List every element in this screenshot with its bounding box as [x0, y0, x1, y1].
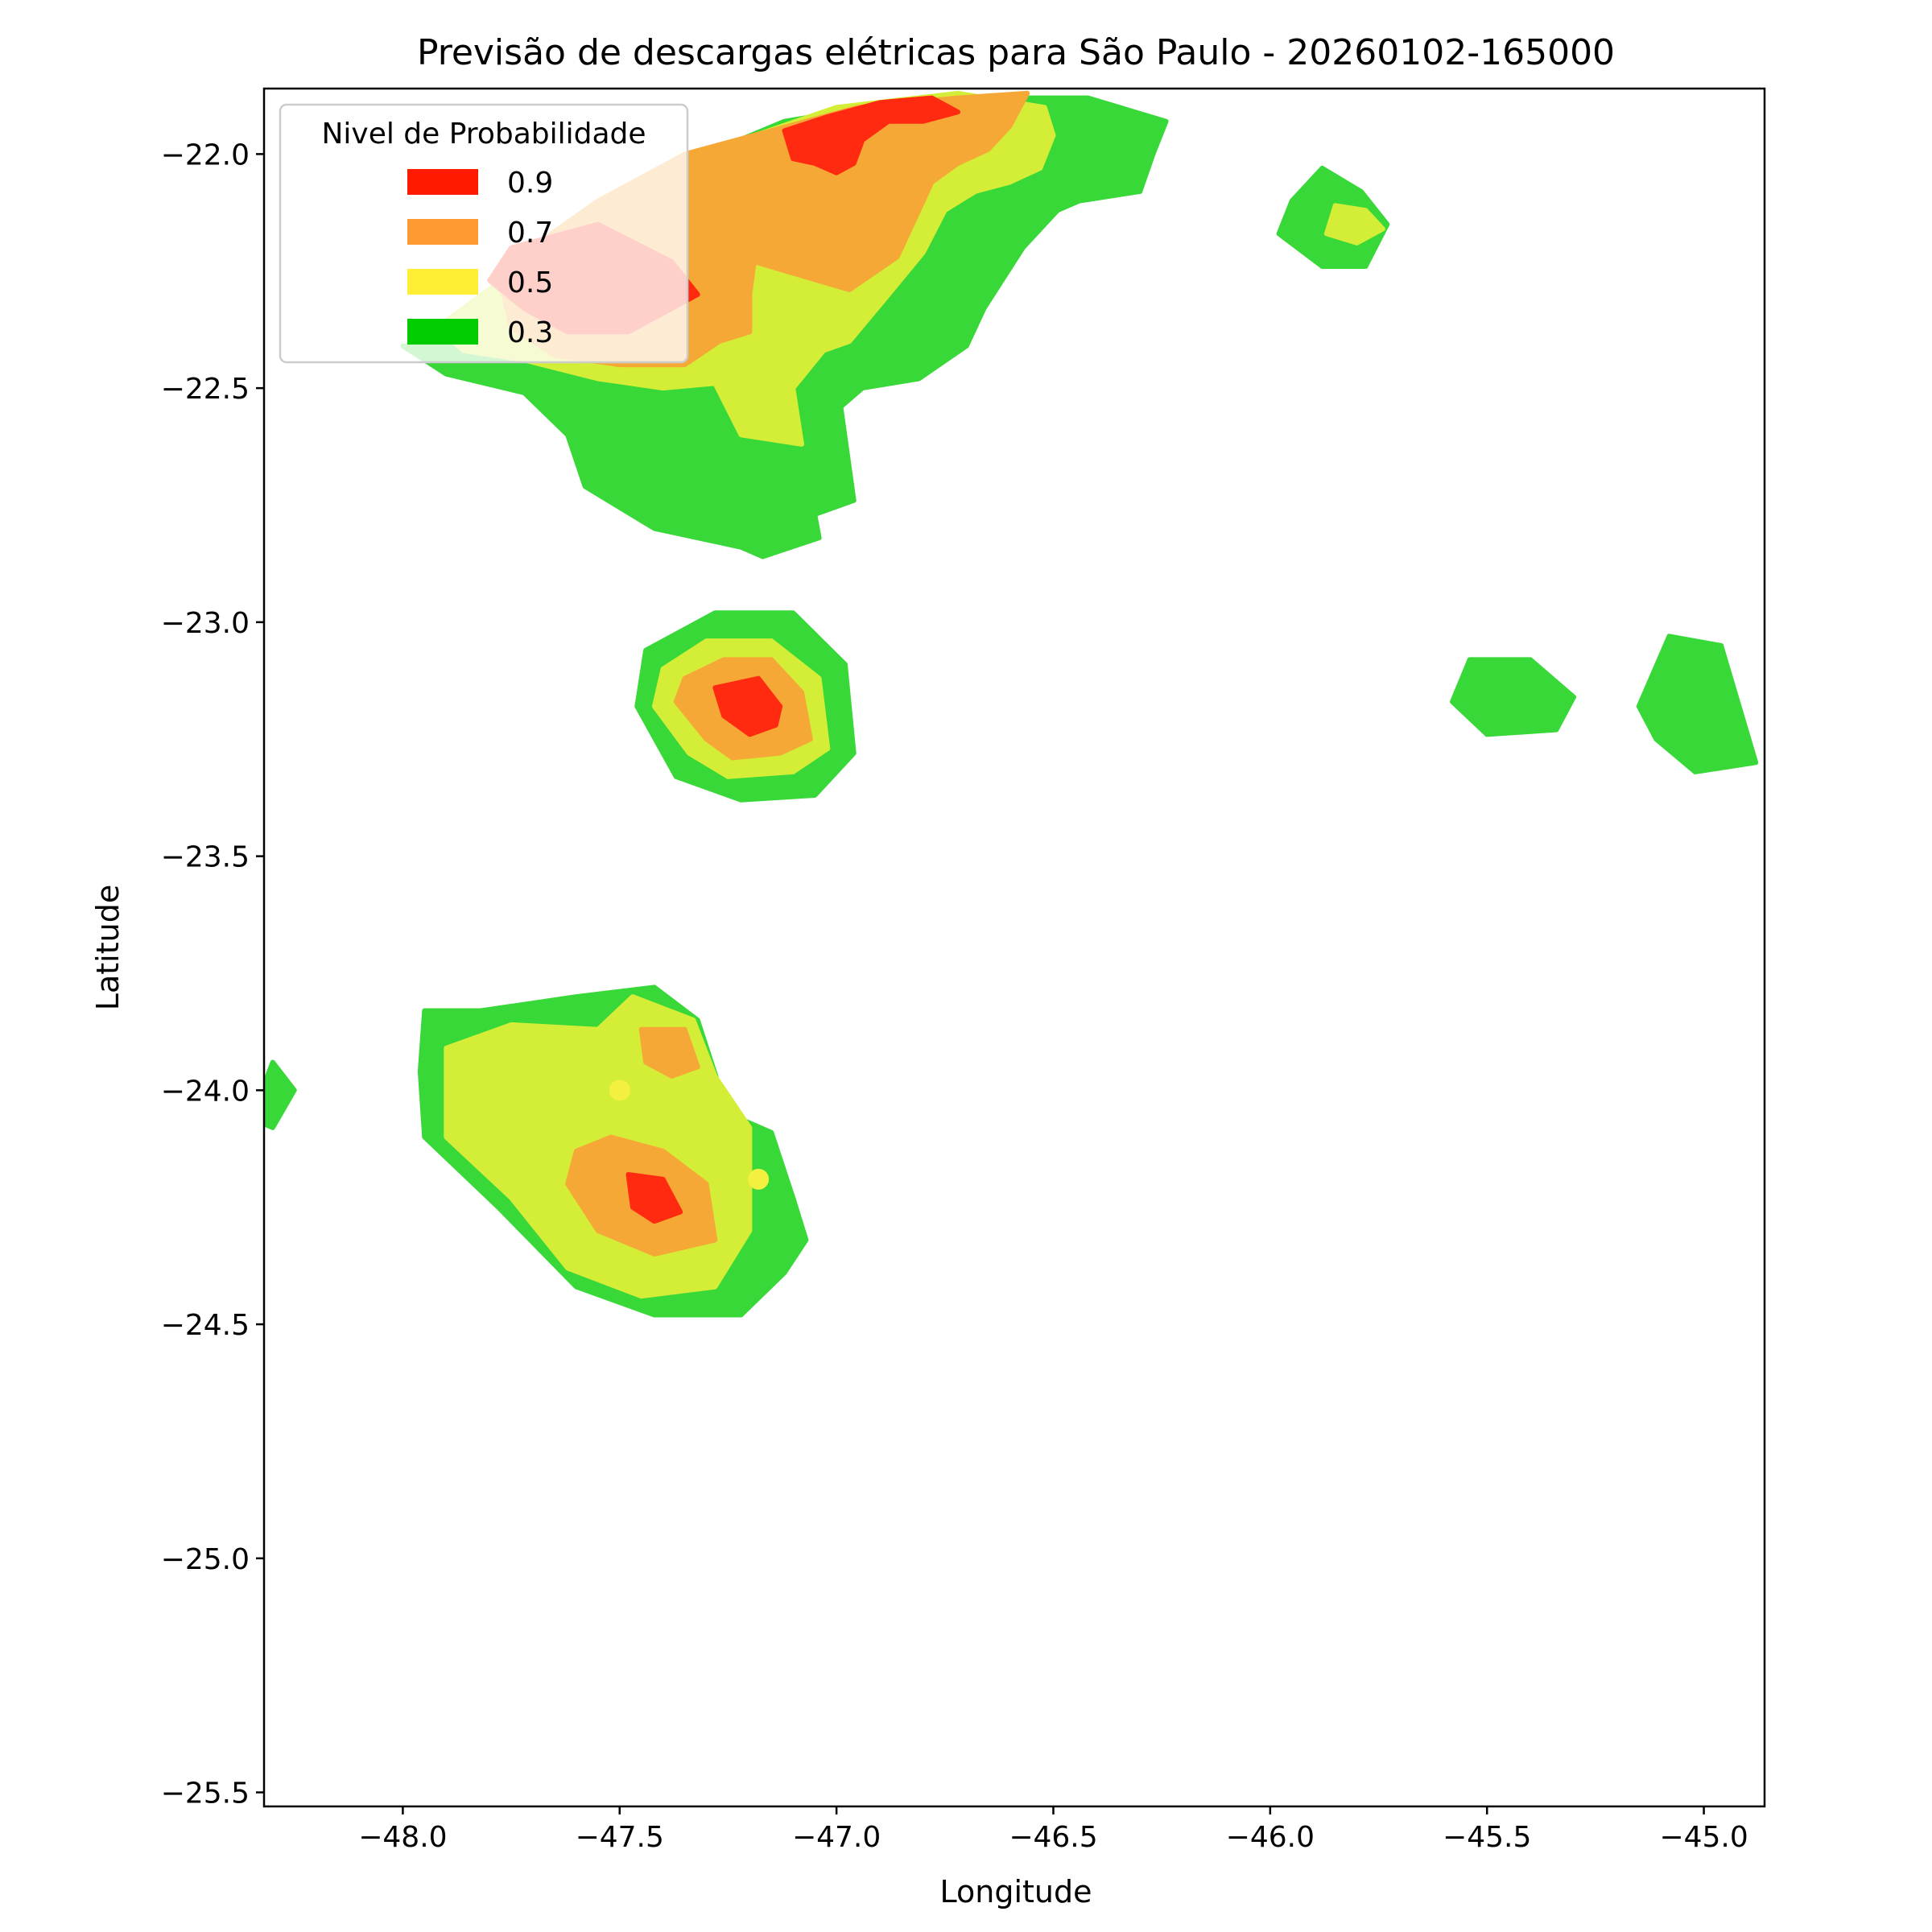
legend-swatch-03 [407, 319, 478, 345]
contour-region-05-16 [1323, 203, 1385, 246]
legend-swatch-07 [407, 219, 478, 245]
probability-points [609, 1080, 770, 1190]
contour-region-03-18 [1636, 634, 1759, 774]
legend-box [279, 103, 689, 364]
legend-title: Nivel de Probabilidade [321, 118, 646, 151]
y-tick-label: −22.5 [161, 373, 250, 406]
y-tick-label: −24.5 [161, 1309, 250, 1342]
y-tick-label: −24.0 [161, 1075, 250, 1108]
legend-entries: 0.9 0.7 0.5 0.3 [407, 167, 553, 349]
legend-label-03: 0.3 [507, 316, 553, 349]
chart-title: Previsão de descargas elétricas para São… [417, 32, 1615, 73]
probability-point-0 [609, 1080, 630, 1101]
x-tick-label: −47.0 [792, 1821, 881, 1854]
legend-swatch-09 [407, 169, 478, 195]
x-tick-label: −45.0 [1659, 1821, 1748, 1854]
contour-regions [264, 90, 1759, 1318]
contour-region-09-8 [712, 675, 783, 737]
legend-swatch-05 [407, 269, 478, 295]
legend-label-09: 0.9 [507, 167, 553, 200]
x-tick-label: −48.0 [358, 1821, 447, 1854]
x-tick-label: −46.0 [1226, 1821, 1315, 1854]
y-axis-label: Latitude [90, 885, 126, 1010]
y-axis-ticks: −22.0 −22.5 −23.0 −23.5 −24.0 −24.5 −25.0 −25.5 [161, 138, 264, 1810]
legend-label-07: 0.7 [507, 217, 553, 250]
y-tick-label: −25.5 [161, 1777, 250, 1810]
contour-region-09-13 [625, 1172, 683, 1224]
x-axis-label: Longitude [940, 1874, 1092, 1909]
y-tick-label: −23.5 [161, 841, 250, 874]
probability-point-1 [748, 1168, 770, 1190]
y-tick-label: −25.0 [161, 1543, 250, 1576]
legend: Nivel de Probabilidade 0.9 0.7 0.5 0.3 [279, 103, 689, 364]
x-tick-label: −45.5 [1443, 1821, 1531, 1854]
contour-region-03-17 [1450, 657, 1576, 737]
contour-region-03-14 [264, 1059, 297, 1130]
x-axis-ticks: −48.0 −47.5 −47.0 −46.5 −46.0 −45.5 −45.0 [358, 1806, 1748, 1854]
y-tick-label: −23.0 [161, 607, 250, 640]
plot-area-frame [262, 87, 1766, 1808]
contour-region-09-3 [782, 95, 960, 175]
legend-label-05: 0.5 [507, 266, 553, 299]
y-tick-label: −22.0 [161, 138, 250, 171]
x-tick-label: −46.5 [1009, 1821, 1097, 1854]
x-tick-label: −47.5 [576, 1821, 664, 1854]
contour-region-07-12 [638, 1026, 700, 1079]
